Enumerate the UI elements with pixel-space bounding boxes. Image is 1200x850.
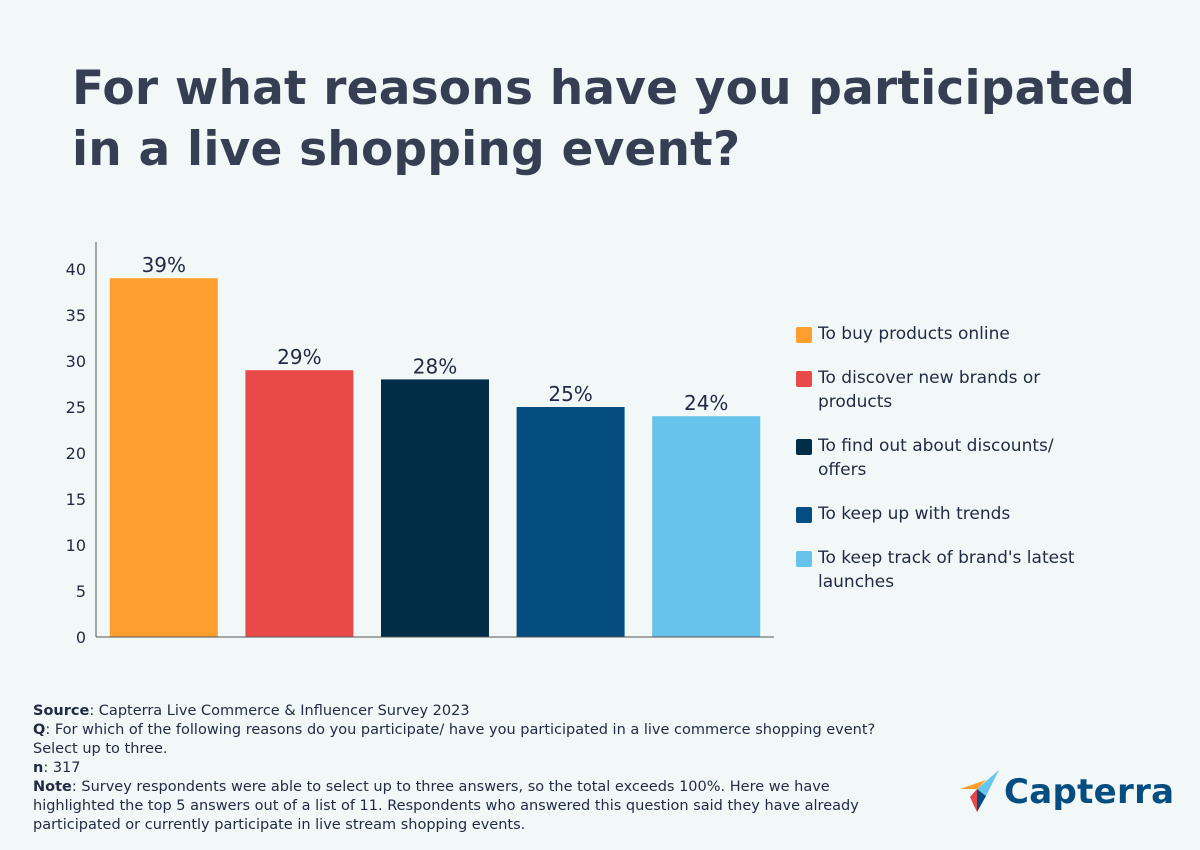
bars (109, 278, 761, 637)
legend-swatch (796, 371, 812, 387)
bar (109, 278, 218, 637)
data-labels: 39% 29% 28% 25% 24% (142, 253, 729, 415)
y-tick-label: 25 (66, 398, 86, 417)
footnotes: Source: Capterra Live Commerce & Influen… (33, 702, 913, 835)
bar-chart: 0 5 10 15 20 25 30 35 40 39% 29% 28% 25% 24% (66, 242, 774, 647)
y-tick-label: 10 (66, 536, 86, 555)
bar-value-label: 29% (277, 345, 321, 369)
y-tick-label: 35 (66, 306, 86, 325)
capterra-logo-icon (960, 770, 999, 812)
legend-swatch (796, 439, 812, 455)
source-line: Source: Capterra Live Commerce & Influen… (33, 703, 470, 719)
capterra-logo-text: Capterra (1004, 772, 1175, 812)
y-axis-ticks: 0 5 10 15 20 25 30 35 40 (66, 260, 86, 647)
bar-value-label: 39% (142, 253, 186, 277)
bar (381, 379, 489, 637)
legend-swatch (796, 327, 812, 343)
question-line: Q: For which of the following reasons do… (33, 722, 876, 757)
legend-item: To keep up with trends (796, 502, 1096, 526)
y-tick-label: 0 (76, 628, 86, 647)
legend-label: To keep track of brand's latest launches (818, 548, 1075, 592)
page-title: For what reasons have you participated i… (72, 61, 1136, 177)
legend-item: To find out about discounts/ offers (796, 434, 1096, 482)
legend-item: To buy products online (796, 322, 1096, 346)
chart-legend: To buy products online To discover new br… (796, 322, 1096, 614)
note-line: Note: Survey respondents were able to se… (33, 779, 859, 833)
legend-item: To keep track of brand's latest launches (796, 546, 1096, 594)
bar (652, 416, 761, 637)
legend-label: To buy products online (818, 324, 1010, 344)
sample-size-line: n: 317 (33, 760, 81, 776)
bar-value-label: 28% (413, 354, 457, 378)
legend-item: To discover new brands or products (796, 366, 1096, 414)
bar (516, 407, 625, 637)
legend-label: To keep up with trends (818, 504, 1011, 524)
legend-label: To discover new brands or products (818, 368, 1041, 412)
y-tick-label: 5 (76, 582, 86, 601)
capterra-logo: Capterra (960, 770, 1174, 814)
bar (245, 370, 354, 637)
bar-value-label: 25% (548, 382, 592, 406)
y-tick-label: 40 (66, 260, 86, 279)
legend-swatch (796, 507, 812, 523)
y-tick-label: 20 (66, 444, 86, 463)
legend-swatch (796, 551, 812, 567)
bar-value-label: 24% (684, 391, 728, 415)
y-tick-label: 30 (66, 352, 86, 371)
y-tick-label: 15 (66, 490, 86, 509)
legend-label: To find out about discounts/ offers (818, 436, 1054, 480)
